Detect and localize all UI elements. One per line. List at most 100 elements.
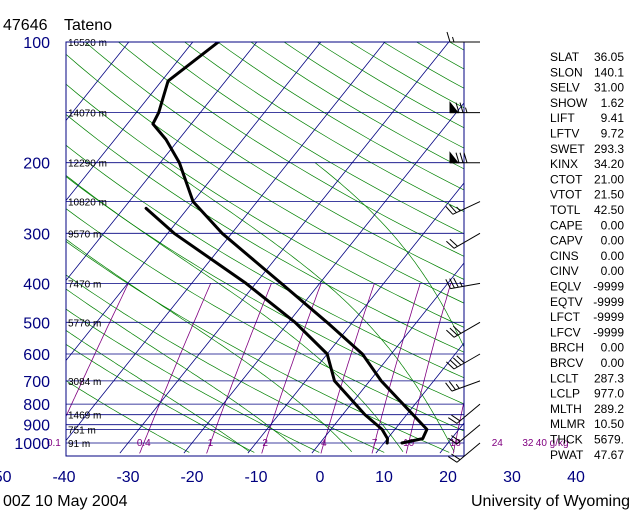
stability-indices: SLAT 36.05 SLON 140.1 SELV 31.00 SHOW 1.62 LIFT 9… [550,50,624,462]
pressure-tick-label: 700 [23,374,50,391]
pressure-tick-label: 900 [23,418,50,435]
mixing-ratio-label: 4 [321,438,327,449]
wind-barb [449,101,480,114]
wind-barb [445,201,481,215]
mixing-ratio-label: 1 [208,438,214,449]
dry-adiabat-line [316,42,464,129]
dry-adiabat-line [84,42,464,280]
height-label: 1469 m [68,411,101,422]
dry-adiabat-line [66,176,464,405]
wind-barbs [445,31,481,463]
wind-barb [448,424,481,445]
isotherm-line [66,42,322,362]
temperature-tick-label: -50 [0,469,12,486]
wind-barb [446,353,481,370]
dry-adiabat-line [66,240,450,453]
height-label: 751 m [68,425,96,436]
index-value-brch: 0.00 [601,341,625,355]
mixing-ratio-line [452,399,464,454]
index-name-brcv: BRCV [550,356,583,370]
dry-adiabat-line [66,83,464,328]
height-label: 12290 m [68,159,107,170]
dry-adiabat-line [66,208,464,432]
index-name-lfct: LFCT [550,310,581,324]
index-value-cins: 0.00 [601,249,625,263]
temperature-tick-label: 10 [375,469,393,486]
index-name-selv: SELV [550,81,580,95]
moist-adiabat-line [66,329,250,452]
index-name-lclp: LCLP [550,387,580,401]
index-value-show: 1.62 [601,96,625,110]
pressure-tick-label: 600 [23,347,50,364]
dry-adiabat-line [66,53,464,304]
station-name: Tateno [64,17,112,34]
wind-barb [445,277,481,290]
temperature-tick-label: 40 [567,469,585,486]
chart-grid [0,33,531,454]
index-value-totl: 42.50 [594,203,624,217]
wind-barb [446,232,481,249]
isotherm-line [375,342,464,454]
temperature-tick-label: -10 [244,469,267,486]
index-name-kinx: KINX [550,157,578,171]
temperature-tick-label: 20 [439,469,457,486]
index-value-eqlv: -9999 [593,280,624,294]
index-name-brch: BRCH [550,341,584,355]
wind-barb [448,442,481,463]
wind-barb [445,380,481,392]
index-name-eqtv: EQTV [550,295,583,309]
mixing-ratio-label: 7 [372,438,378,449]
index-value-mlmr: 10.50 [594,417,624,431]
moist-adiabat-line [314,162,464,348]
dry-adiabat-line [66,113,464,353]
dry-adiabat-line [66,274,385,453]
height-label: 16520 m [68,38,107,49]
isotherm-line [66,42,194,202]
index-name-thck: THCK [550,433,583,447]
wind-barb [448,403,481,424]
height-label: 10820 m [68,198,107,209]
temperature-tick-label: -40 [52,469,75,486]
height-label: 3084 m [68,377,101,388]
pressure-tick-label: 800 [23,397,50,414]
index-value-lfct: -9999 [593,310,624,324]
mixing-ratio-line [496,283,531,453]
index-name-lfcv: LFCV [550,325,581,339]
index-name-ctot: CTOT [550,172,583,186]
index-name-lift: LIFT [550,111,575,125]
mixing-ratio-line [405,282,452,454]
index-value-slon: 140.1 [594,65,624,79]
mixing-ratio-labels: 0.1 0.4 1 2 4 7 10 16 24 32 40 g/kg [47,438,569,449]
mixing-ratio-label: 0.4 [137,438,151,449]
index-name-vtot: VTOT [550,188,582,202]
height-labels: 16520 m 14070 m 12290 m 10820 m 9570 m 7470 m… [68,38,107,450]
wind-barb [446,31,480,43]
mixing-ratio-label: 0.1 [47,438,61,449]
index-value-swet: 293.3 [594,142,624,156]
index-value-lclt: 287.3 [594,371,624,385]
pressure-tick-label: 300 [23,226,50,243]
source-credit: University of Wyoming [471,493,630,510]
mixing-ratio-line [139,282,212,454]
moist-adiabat-line [160,162,455,452]
isotherm-line [311,262,464,454]
pressure-tick-label: 500 [23,315,50,332]
dry-adiabat-line [151,42,464,235]
pressure-tick-label: 1000 [14,436,50,453]
index-name-slat: SLAT [550,50,580,64]
mixing-ratio-label: 24 [492,438,504,449]
isotherm-line [0,33,8,453]
index-value-vtot: 21.50 [594,188,624,202]
temperature-profile [151,42,429,445]
temperature-tick-label: -30 [116,469,139,486]
height-label: 91 m [68,439,90,450]
index-value-selv: 31.00 [594,81,624,95]
mixing-ratio-line [261,282,322,454]
index-name-swet: SWET [550,142,585,156]
station-id: 47646 [3,17,48,34]
index-value-lfcv: -9999 [593,325,624,339]
mixing-ratio-line [320,282,375,454]
index-value-pwat: 47.67 [594,448,624,462]
index-value-cinv: 0.00 [601,264,625,278]
